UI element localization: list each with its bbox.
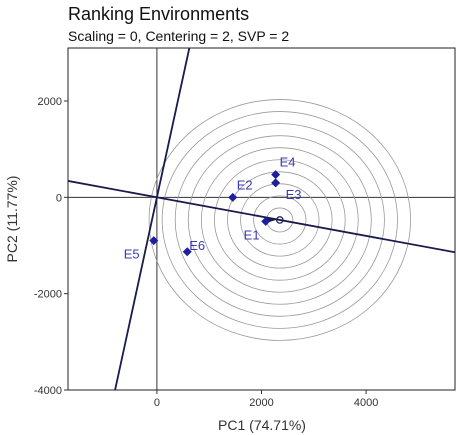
point-label: E3 <box>286 187 302 202</box>
data-point <box>228 192 238 202</box>
x-tick-label: 2000 <box>249 397 273 409</box>
concentric-circle <box>161 111 398 329</box>
x-axis-title: PC1 (74.71%) <box>218 417 306 433</box>
point-label: E2 <box>237 177 253 192</box>
average-environment-axis <box>68 180 455 254</box>
x-tick-label: 4000 <box>354 397 378 409</box>
point-label: E4 <box>280 155 296 170</box>
x-tick-label: 0 <box>154 397 160 409</box>
data-point <box>149 236 159 246</box>
data-point <box>261 216 271 226</box>
y-axis-title: PC2 (11.77%) <box>4 176 20 263</box>
concentric-circle <box>148 99 411 341</box>
perpendicular-axis <box>114 48 191 390</box>
data-point <box>271 178 281 188</box>
concentric-circle <box>240 183 320 257</box>
data-point <box>182 247 192 257</box>
chart-subtitle: Scaling = 0, Centering = 2, SVP = 2 <box>68 28 289 44</box>
data-point <box>271 170 281 180</box>
concentric-circle <box>253 195 307 245</box>
concentric-circle <box>227 171 333 269</box>
y-tick-label: 2000 <box>38 96 62 108</box>
y-tick-label: -4000 <box>34 385 62 397</box>
y-tick-label: 0 <box>56 192 62 204</box>
point-label: E1 <box>244 227 260 242</box>
y-tick-label: -2000 <box>34 289 62 301</box>
concentric-circle <box>200 147 359 293</box>
point-label: E6 <box>189 238 205 253</box>
concentric-circle <box>214 159 346 281</box>
chart-title: Ranking Environments <box>68 4 249 24</box>
concentric-circle <box>187 135 372 305</box>
average-environment-marker <box>276 216 284 224</box>
point-label: E5 <box>124 247 140 262</box>
concentric-circle <box>174 123 385 317</box>
